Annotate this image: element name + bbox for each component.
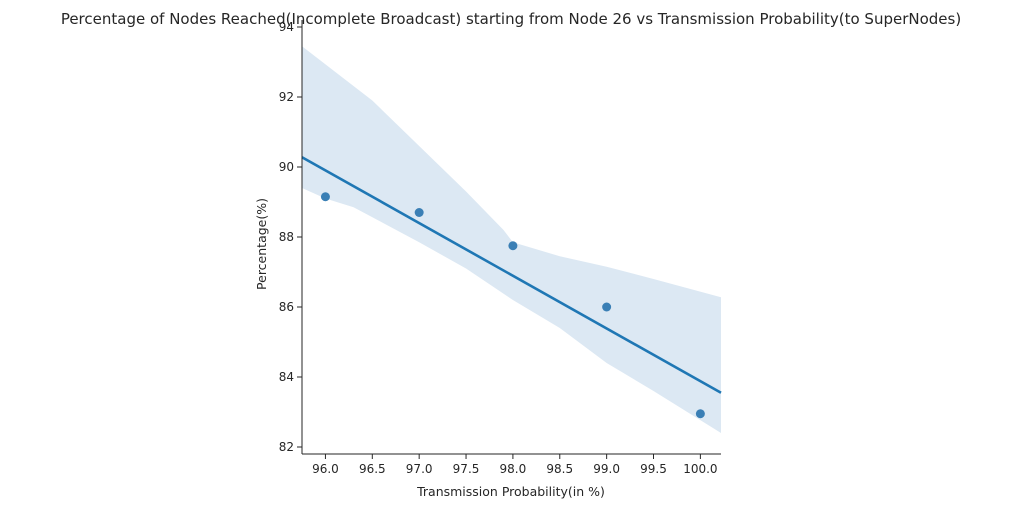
x-tick-label: 98.5 [546,462,573,476]
axes-layer: 96.0 96.5 97.0 97.5 98.0 98.5 99.0 99.5 100.0 82 8… [279,20,721,476]
x-tick-label: 99.5 [640,462,667,476]
confidence-band-layer [302,46,721,433]
y-axis-label: Percentage(%) [254,198,269,290]
y-tick-label: 82 [279,440,294,454]
chart-title: Percentage of Nodes Reached(Incomplete B… [61,10,961,28]
data-point [602,302,612,312]
y-tick-label: 90 [279,160,294,174]
data-point [414,208,424,217]
data-point [320,192,330,202]
data-point [508,241,518,251]
y-tick-label: 86 [279,300,294,314]
x-tick-label: 97.5 [453,462,480,476]
data-point [695,409,705,419]
x-tick-label: 98.0 [500,462,527,476]
regression-line [301,156,722,394]
x-tick-label: 97.0 [406,462,433,476]
x-tick-label: 99.0 [593,462,620,476]
x-axis-label: Transmission Probability(in %) [416,484,605,499]
y-tick-label: 94 [279,20,294,34]
x-tick-label: 100.0 [683,462,717,476]
regression-line-layer [301,156,722,394]
x-tick-label: 96.5 [359,462,386,476]
y-tick-label: 92 [279,90,294,104]
y-tick-label: 84 [279,370,294,384]
y-tick-label: 88 [279,230,294,244]
confidence-band [302,46,721,433]
data-points-layer [320,192,705,419]
x-tick-label: 96.0 [312,462,339,476]
